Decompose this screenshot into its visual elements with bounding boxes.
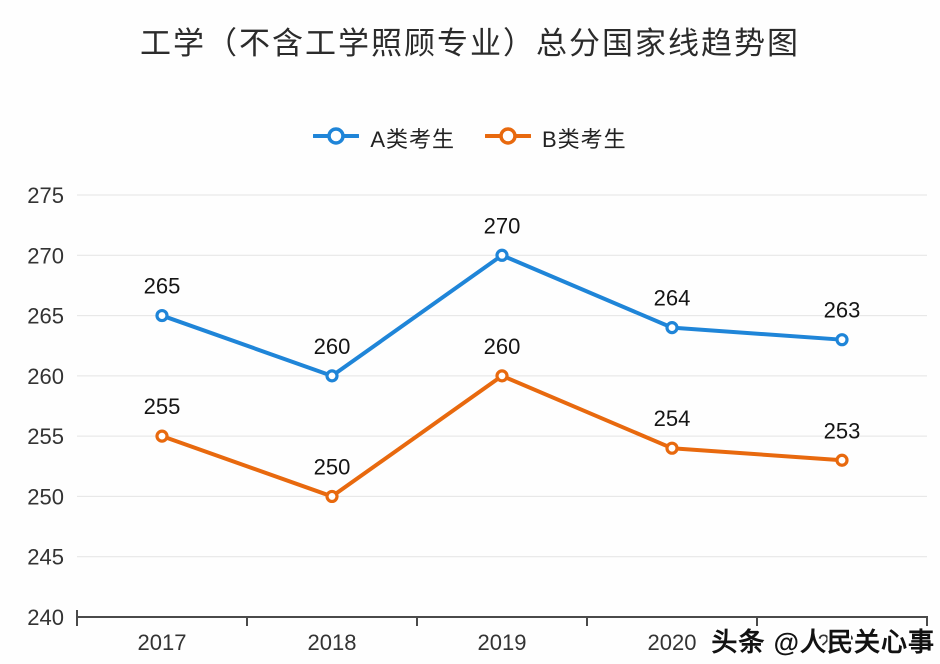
svg-text:265: 265 bbox=[144, 274, 181, 299]
svg-text:250: 250 bbox=[27, 484, 64, 509]
line-marker-icon bbox=[312, 126, 361, 151]
svg-text:275: 275 bbox=[27, 183, 64, 208]
svg-text:270: 270 bbox=[27, 243, 64, 268]
y-axis-labels: 240 245 250 255 260 265 270 275 bbox=[27, 183, 64, 630]
line-marker-icon bbox=[484, 126, 532, 151]
svg-text:264: 264 bbox=[654, 286, 691, 311]
svg-text:265: 265 bbox=[27, 304, 64, 329]
svg-text:2019: 2019 bbox=[478, 630, 527, 655]
svg-text:260: 260 bbox=[314, 334, 351, 359]
svg-text:255: 255 bbox=[144, 394, 181, 419]
svg-text:254: 254 bbox=[654, 406, 691, 431]
legend-label-b: B类考生 bbox=[542, 127, 627, 152]
svg-text:270: 270 bbox=[484, 213, 521, 238]
svg-text:255: 255 bbox=[27, 424, 64, 449]
legend-label-a: A类考生 bbox=[370, 127, 455, 152]
legend-item-a[interactable]: A类考生 bbox=[312, 122, 455, 154]
svg-text:263: 263 bbox=[824, 298, 861, 323]
chart-title: 工学（不含工学照顾专业）总分国家线趋势图 bbox=[140, 26, 800, 61]
gridlines bbox=[77, 194, 927, 558]
legend-item-b[interactable]: B类考生 bbox=[484, 122, 627, 154]
svg-text:2021: 2021 bbox=[818, 630, 867, 655]
svg-text:245: 245 bbox=[27, 545, 64, 570]
svg-text:2017: 2017 bbox=[138, 630, 187, 655]
svg-text:2018: 2018 bbox=[308, 630, 357, 655]
watermark: 头条 @人民关心事 bbox=[711, 627, 935, 657]
svg-text:2020: 2020 bbox=[648, 630, 697, 655]
svg-text:260: 260 bbox=[27, 364, 64, 389]
legend: A类考生 B类考生 bbox=[0, 122, 940, 154]
svg-text:240: 240 bbox=[27, 605, 64, 630]
svg-text:250: 250 bbox=[314, 454, 351, 479]
svg-text:253: 253 bbox=[824, 418, 861, 443]
x-axis-labels: 2017 2018 2019 2020 2021 bbox=[138, 630, 867, 655]
series-A类考生: 265 260 270 264 263 bbox=[144, 213, 861, 383]
series-B类考生: 255 250 260 254 253 bbox=[144, 334, 861, 504]
x-axis bbox=[76, 610, 928, 626]
svg-text:260: 260 bbox=[484, 334, 521, 359]
